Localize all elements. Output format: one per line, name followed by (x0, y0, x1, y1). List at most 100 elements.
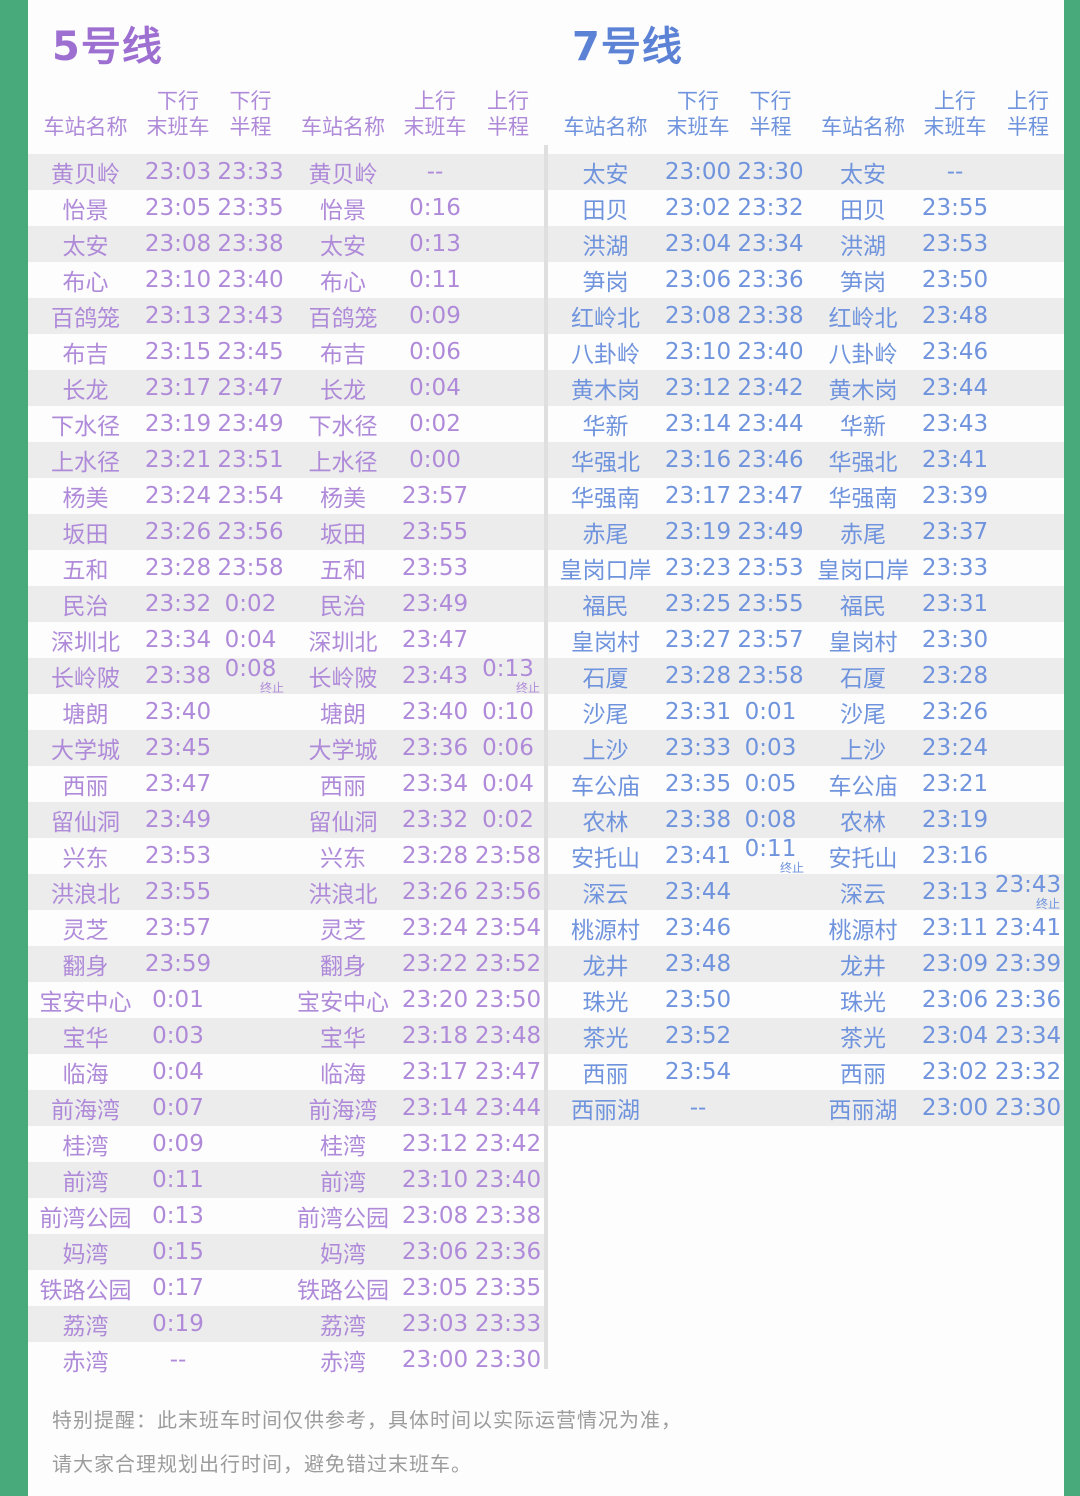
station-name-cell: 宝安中心 (297, 990, 389, 1016)
line5-title: 5号线 (52, 24, 163, 70)
last-train-time-cell: 23:53 (401, 555, 469, 581)
station-name-cell: 龙井 (582, 954, 629, 980)
station-name-cell: 桂湾 (320, 1134, 366, 1160)
footer-notice: 特别提醒：此末班车时间仅供参考，具体时间以实际运营情况为准， 请大家合理规划出行… (52, 1398, 682, 1486)
last-train-time-cell: 0:09 (152, 1131, 204, 1157)
green-border-right (1064, 0, 1080, 1496)
station-name-cell: 华新 (840, 414, 886, 440)
last-train-time-cell: -- (426, 159, 444, 185)
terminus-note: 终止 (1035, 897, 1060, 911)
half-trip-time-cell: 23:30 (994, 1095, 1062, 1121)
station-name-cell: 桃源村 (828, 918, 898, 944)
half-trip-time-cell: 0:08 终止 (213, 656, 288, 695)
terminus-note: 终止 (779, 861, 804, 875)
station-name-cell: 红岭北 (571, 306, 640, 332)
table-row: 笋岗 23:06 23:36 笋岗 23:50 (548, 262, 1064, 298)
footer-line1: 特别提醒：此末班车时间仅供参考，具体时间以实际运营情况为准， (52, 1408, 682, 1432)
station-name-cell: 坂田 (62, 522, 109, 548)
station-name-cell: 布心 (62, 270, 109, 296)
station-name-cell: 赤湾 (320, 1350, 366, 1376)
table-row: 上水径 23:21 23:51 上水径 0:00 (28, 442, 544, 478)
last-train-time-cell: 23:37 (921, 519, 989, 545)
station-name-cell: 上沙 (582, 738, 629, 764)
line7-table-header: 车站名称 下行 末班车 下行 半程 车站名称 上行 末班车 (548, 76, 1064, 148)
half-trip-time-cell: 23:44 (737, 411, 804, 437)
half-trip-time-cell: 23:38 (474, 1203, 542, 1229)
station-name-cell: 宝华 (62, 1026, 109, 1052)
station-name-cell: 华强南 (828, 486, 898, 512)
column-header-station: 车站名称 (288, 76, 398, 140)
up-direction-label: 上行 (414, 88, 456, 113)
station-name-cell: 华强北 (828, 450, 898, 476)
station-name-cell: 洪湖 (582, 234, 629, 260)
last-train-time-cell: 23:28 (144, 555, 212, 581)
station-name-cell: 深圳北 (51, 630, 120, 656)
half-trip-time-cell: 0:04 (224, 627, 277, 653)
last-train-time-cell: 23:24 (401, 915, 469, 941)
table-row: 上沙 23:33 0:03 上沙 23:24 (548, 730, 1064, 766)
last-train-time-cell: 23:16 (921, 843, 989, 869)
station-name-cell: 妈湾 (320, 1242, 366, 1268)
station-name-cell: 布吉 (320, 342, 366, 368)
station-name-cell: 五和 (62, 558, 109, 584)
last-train-time-cell: 23:25 (664, 591, 732, 617)
station-name-cell: 前湾公园 (39, 1206, 132, 1232)
last-train-time-cell: 23:24 (144, 483, 212, 509)
table-row: 福民 23:25 23:55 福民 23:31 (548, 586, 1064, 622)
half-trip-time-cell: 23:36 (994, 987, 1062, 1013)
last-train-time-cell: 23:03 (401, 1311, 469, 1337)
station-name-cell: 布吉 (62, 342, 109, 368)
table-row: 杨美 23:24 23:54 杨美 23:57 (28, 478, 544, 514)
last-train-time-cell: 23:13 (921, 879, 989, 905)
station-name-cell: 桃源村 (571, 918, 640, 944)
footer-line2: 请大家合理规划出行时间，避免错过末班车。 (52, 1452, 472, 1476)
last-train-time-cell: 23:40 (144, 699, 212, 725)
half-trip-time-cell: 23:56 (217, 519, 284, 545)
table-row: 布心 23:10 23:40 布心 0:11 (28, 262, 544, 298)
last-train-time-cell: 23:16 (664, 447, 732, 473)
station-name-cell: 深云 (840, 882, 886, 908)
last-train-time-cell: 0:01 (152, 987, 204, 1013)
last-train-time-cell: 23:20 (401, 987, 469, 1013)
last-train-time-cell: 23:59 (144, 951, 212, 977)
table-row: 怡景 23:05 23:35 怡景 0:16 (28, 190, 544, 226)
half-trip-time-cell: 0:06 (482, 735, 534, 761)
half-trip-time-cell: 0:02 (482, 807, 534, 833)
last-train-time-cell: 23:43 (401, 663, 469, 689)
last-train-time-cell: 23:08 (664, 303, 732, 329)
station-name-cell: 铁路公园 (297, 1278, 389, 1304)
last-train-time-cell: 23:39 (921, 483, 989, 509)
last-train-time-cell: 23:31 (664, 699, 732, 725)
last-train-label: 末班车 (146, 114, 210, 139)
half-trip-time-cell: 23:35 (217, 195, 284, 221)
table-row: 洪浪北 23:55 洪浪北 23:26 23:56 (28, 874, 544, 910)
station-name-cell: 百鸽笼 (51, 306, 120, 332)
section-divider (544, 145, 548, 1369)
half-trip-time-cell: 23:42 (474, 1131, 542, 1157)
last-train-time-cell: 23:05 (401, 1275, 469, 1301)
table-row: 前湾公园 0:13 前湾公园 23:08 23:38 (28, 1198, 544, 1234)
half-trip-time: 0:08 (224, 656, 277, 682)
table-row: 华新 23:14 23:44 华新 23:43 (548, 406, 1064, 442)
table-row: 布吉 23:15 23:45 布吉 0:06 (28, 334, 544, 370)
last-train-time-cell: 23:47 (144, 771, 212, 797)
station-name-cell: 福民 (582, 594, 629, 620)
half-trip-time-cell: 23:36 (737, 267, 804, 293)
last-train-time-cell: 23:19 (664, 519, 732, 545)
half-trip-time-cell: 23:38 (737, 303, 804, 329)
station-name-cell: 田贝 (582, 198, 629, 224)
station-name-cell: 留仙洞 (308, 810, 378, 836)
last-train-time-cell: 23:34 (401, 771, 469, 797)
half-trip-label: 半程 (229, 114, 272, 139)
station-name-cell: 前海湾 (308, 1098, 378, 1124)
half-trip-time-cell: 23:35 (474, 1275, 542, 1301)
station-name-cell: 杨美 (62, 486, 109, 512)
station-name-cell: 赤湾 (62, 1350, 109, 1376)
station-name-cell: 荔湾 (320, 1314, 366, 1340)
last-train-time-cell: 23:10 (664, 339, 732, 365)
last-train-time-cell: 23:55 (144, 879, 212, 905)
last-train-time-cell: 23:43 (921, 411, 989, 437)
table-row: 华强南 23:17 23:47 华强南 23:39 (548, 478, 1064, 514)
last-train-time-cell: 23:04 (921, 1023, 989, 1049)
